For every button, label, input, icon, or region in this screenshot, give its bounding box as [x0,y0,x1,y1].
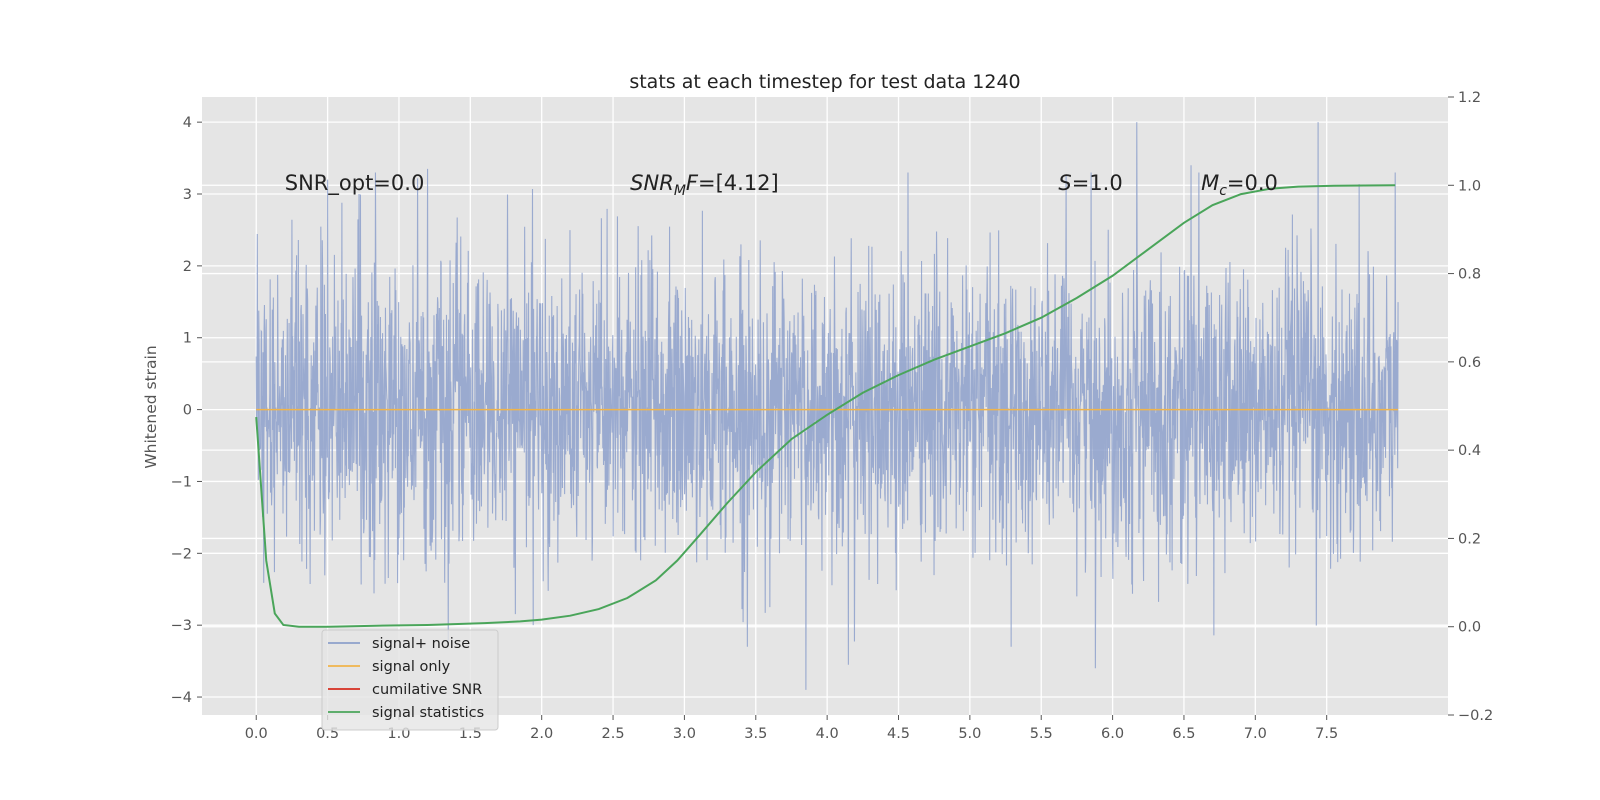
y2-tick-label: 0.6 [1458,355,1481,371]
legend-label: signal+ noise [372,636,470,652]
y-tick-label: −2 [171,546,192,562]
x-tick-label: 5.5 [1030,726,1053,742]
x-tick-label: 4.0 [816,726,839,742]
y-tick-label: 4 [183,115,192,131]
y2-tick-label: −0.2 [1458,708,1493,724]
x-tick-label: 5.0 [958,726,981,742]
legend-label: signal statistics [372,705,484,721]
y-axis-label: Whitened strain [142,345,160,468]
annotation: SNRMF=[4.12] [630,171,779,199]
y2-tick-label: 0.2 [1458,531,1481,547]
annotation: SNR_opt=0.0 [285,171,425,196]
legend: signal+ noise signal only cumilative SNR si… [321,629,499,731]
x-tick-label: 0.0 [245,726,268,742]
y-tick-label: 2 [183,259,192,275]
y-tick-label: 3 [183,187,192,203]
x-tick-label: 6.0 [1101,726,1124,742]
series-signal-plus-noise [255,122,1399,690]
x-tick-label: 7.5 [1315,726,1338,742]
y-tick-label: −1 [171,474,192,490]
legend-label: signal only [372,659,451,675]
x-tick-label: 3.5 [744,726,767,742]
legend-box [321,629,499,731]
y-tick-label: 0 [183,403,192,419]
legend-label: cumilative SNR [372,682,482,698]
annotations: SNR_opt=0.0 SNRMF=[4.12] S=1.0 Mc=0.0 [285,171,1278,199]
y2-tick-label: 1.0 [1458,178,1481,194]
annotation: S=1.0 [1058,171,1122,195]
y-tick-label: −4 [171,690,192,706]
x-tick-label: 4.5 [887,726,910,742]
x-tick-label: 2.5 [602,726,625,742]
series-layer [255,122,1399,690]
x-tick-label: 3.0 [673,726,696,742]
y2-tick-label: 0.0 [1458,620,1481,636]
y2-tick-label: 0.4 [1458,443,1481,459]
x-tick-label: 7.0 [1244,726,1267,742]
annotation: Mc=0.0 [1201,171,1278,199]
y-tick-label: −3 [171,618,192,634]
x-tick-label: 6.5 [1172,726,1195,742]
y2-tick-label: 0.8 [1458,267,1481,283]
y2-tick-label: 1.2 [1458,90,1481,106]
y-tick-label: 1 [183,331,192,347]
series-signal-statistics [255,184,1396,628]
chart-title: stats at each timestep for test data 124… [629,71,1020,93]
x-tick-label: 2.0 [530,726,553,742]
